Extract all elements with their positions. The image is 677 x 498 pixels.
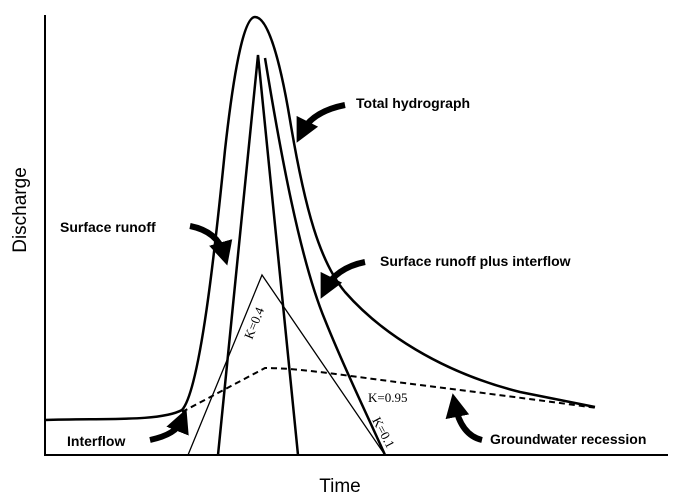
axes bbox=[44, 15, 668, 456]
graph bbox=[44, 15, 668, 456]
k-label: K=0.4 bbox=[241, 304, 267, 341]
annotation: Surface runoff plus interflow bbox=[380, 253, 571, 269]
y-label: Discharge bbox=[10, 167, 31, 253]
total-hydrograph bbox=[44, 15, 596, 422]
surface-runoff bbox=[216, 54, 300, 456]
annotation: Total hydrograph bbox=[356, 95, 470, 111]
annotation: Interflow bbox=[67, 433, 125, 449]
annotation: Groundwater recession bbox=[490, 431, 646, 447]
groundwater bbox=[181, 366, 598, 413]
arrows bbox=[149, 102, 483, 443]
surface-interflow bbox=[263, 57, 387, 456]
x-label: Time bbox=[319, 476, 361, 497]
annotation: Surface runoff bbox=[60, 219, 156, 235]
k-label: K=0.95 bbox=[368, 390, 407, 405]
